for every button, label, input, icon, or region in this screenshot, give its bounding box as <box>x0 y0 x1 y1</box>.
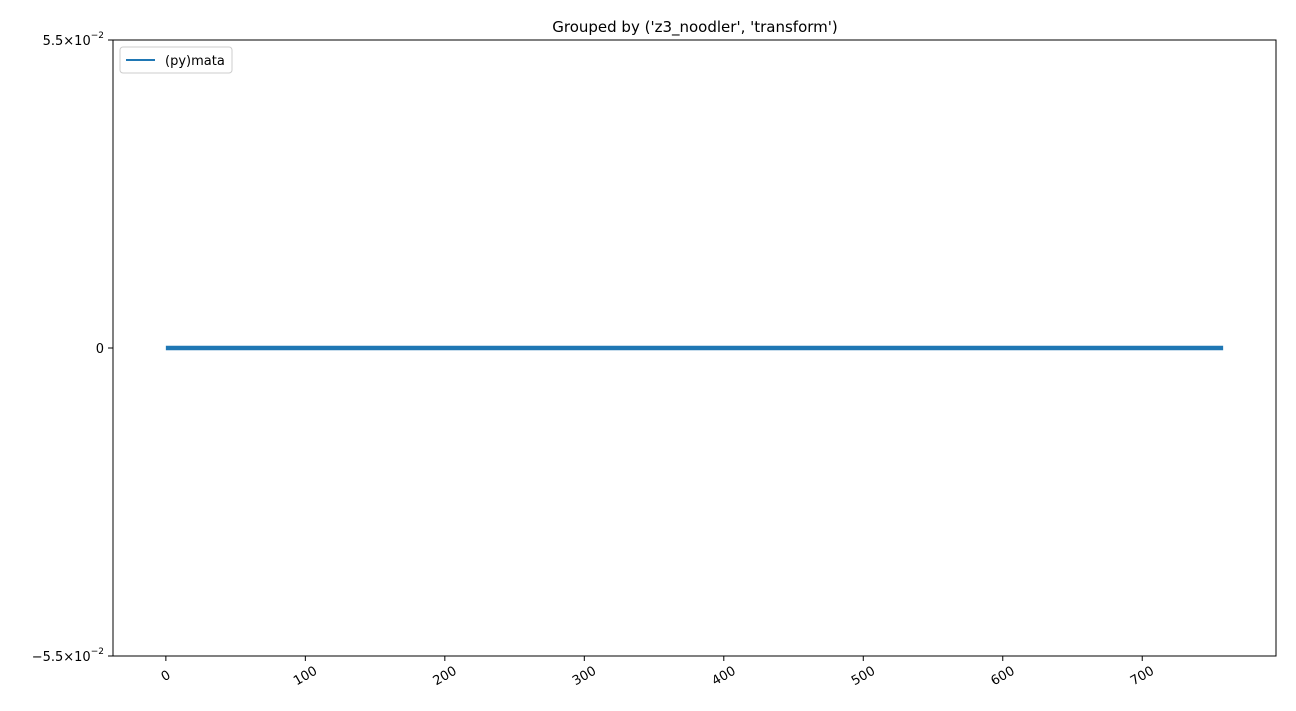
x-tick-label: 400 <box>710 664 739 689</box>
y-tick-label: −5.5×10−2 <box>32 647 104 665</box>
y-tick-label: 5.5×10−2 <box>43 31 104 49</box>
x-tick-label: 600 <box>989 664 1018 689</box>
legend-box <box>119 46 233 74</box>
legend: (py)mata <box>119 46 233 74</box>
x-tick-label: 500 <box>849 664 878 689</box>
x-tick-label: 200 <box>431 664 460 689</box>
y-tick-label: 0 <box>96 342 104 357</box>
chart-title: Grouped by ('z3_noodler', 'transform') <box>552 18 837 37</box>
x-axis: 0 100 200 300 400 500 600 700 <box>159 656 1157 689</box>
x-tick-label: 300 <box>570 664 599 689</box>
y-axis: −5.5×10−2 0 5.5×10−2 <box>32 31 113 665</box>
x-tick-label: 700 <box>1128 664 1157 689</box>
legend-label: (py)mata <box>165 54 225 69</box>
x-tick-label: 100 <box>291 664 320 689</box>
x-tick-label: 0 <box>159 668 174 685</box>
